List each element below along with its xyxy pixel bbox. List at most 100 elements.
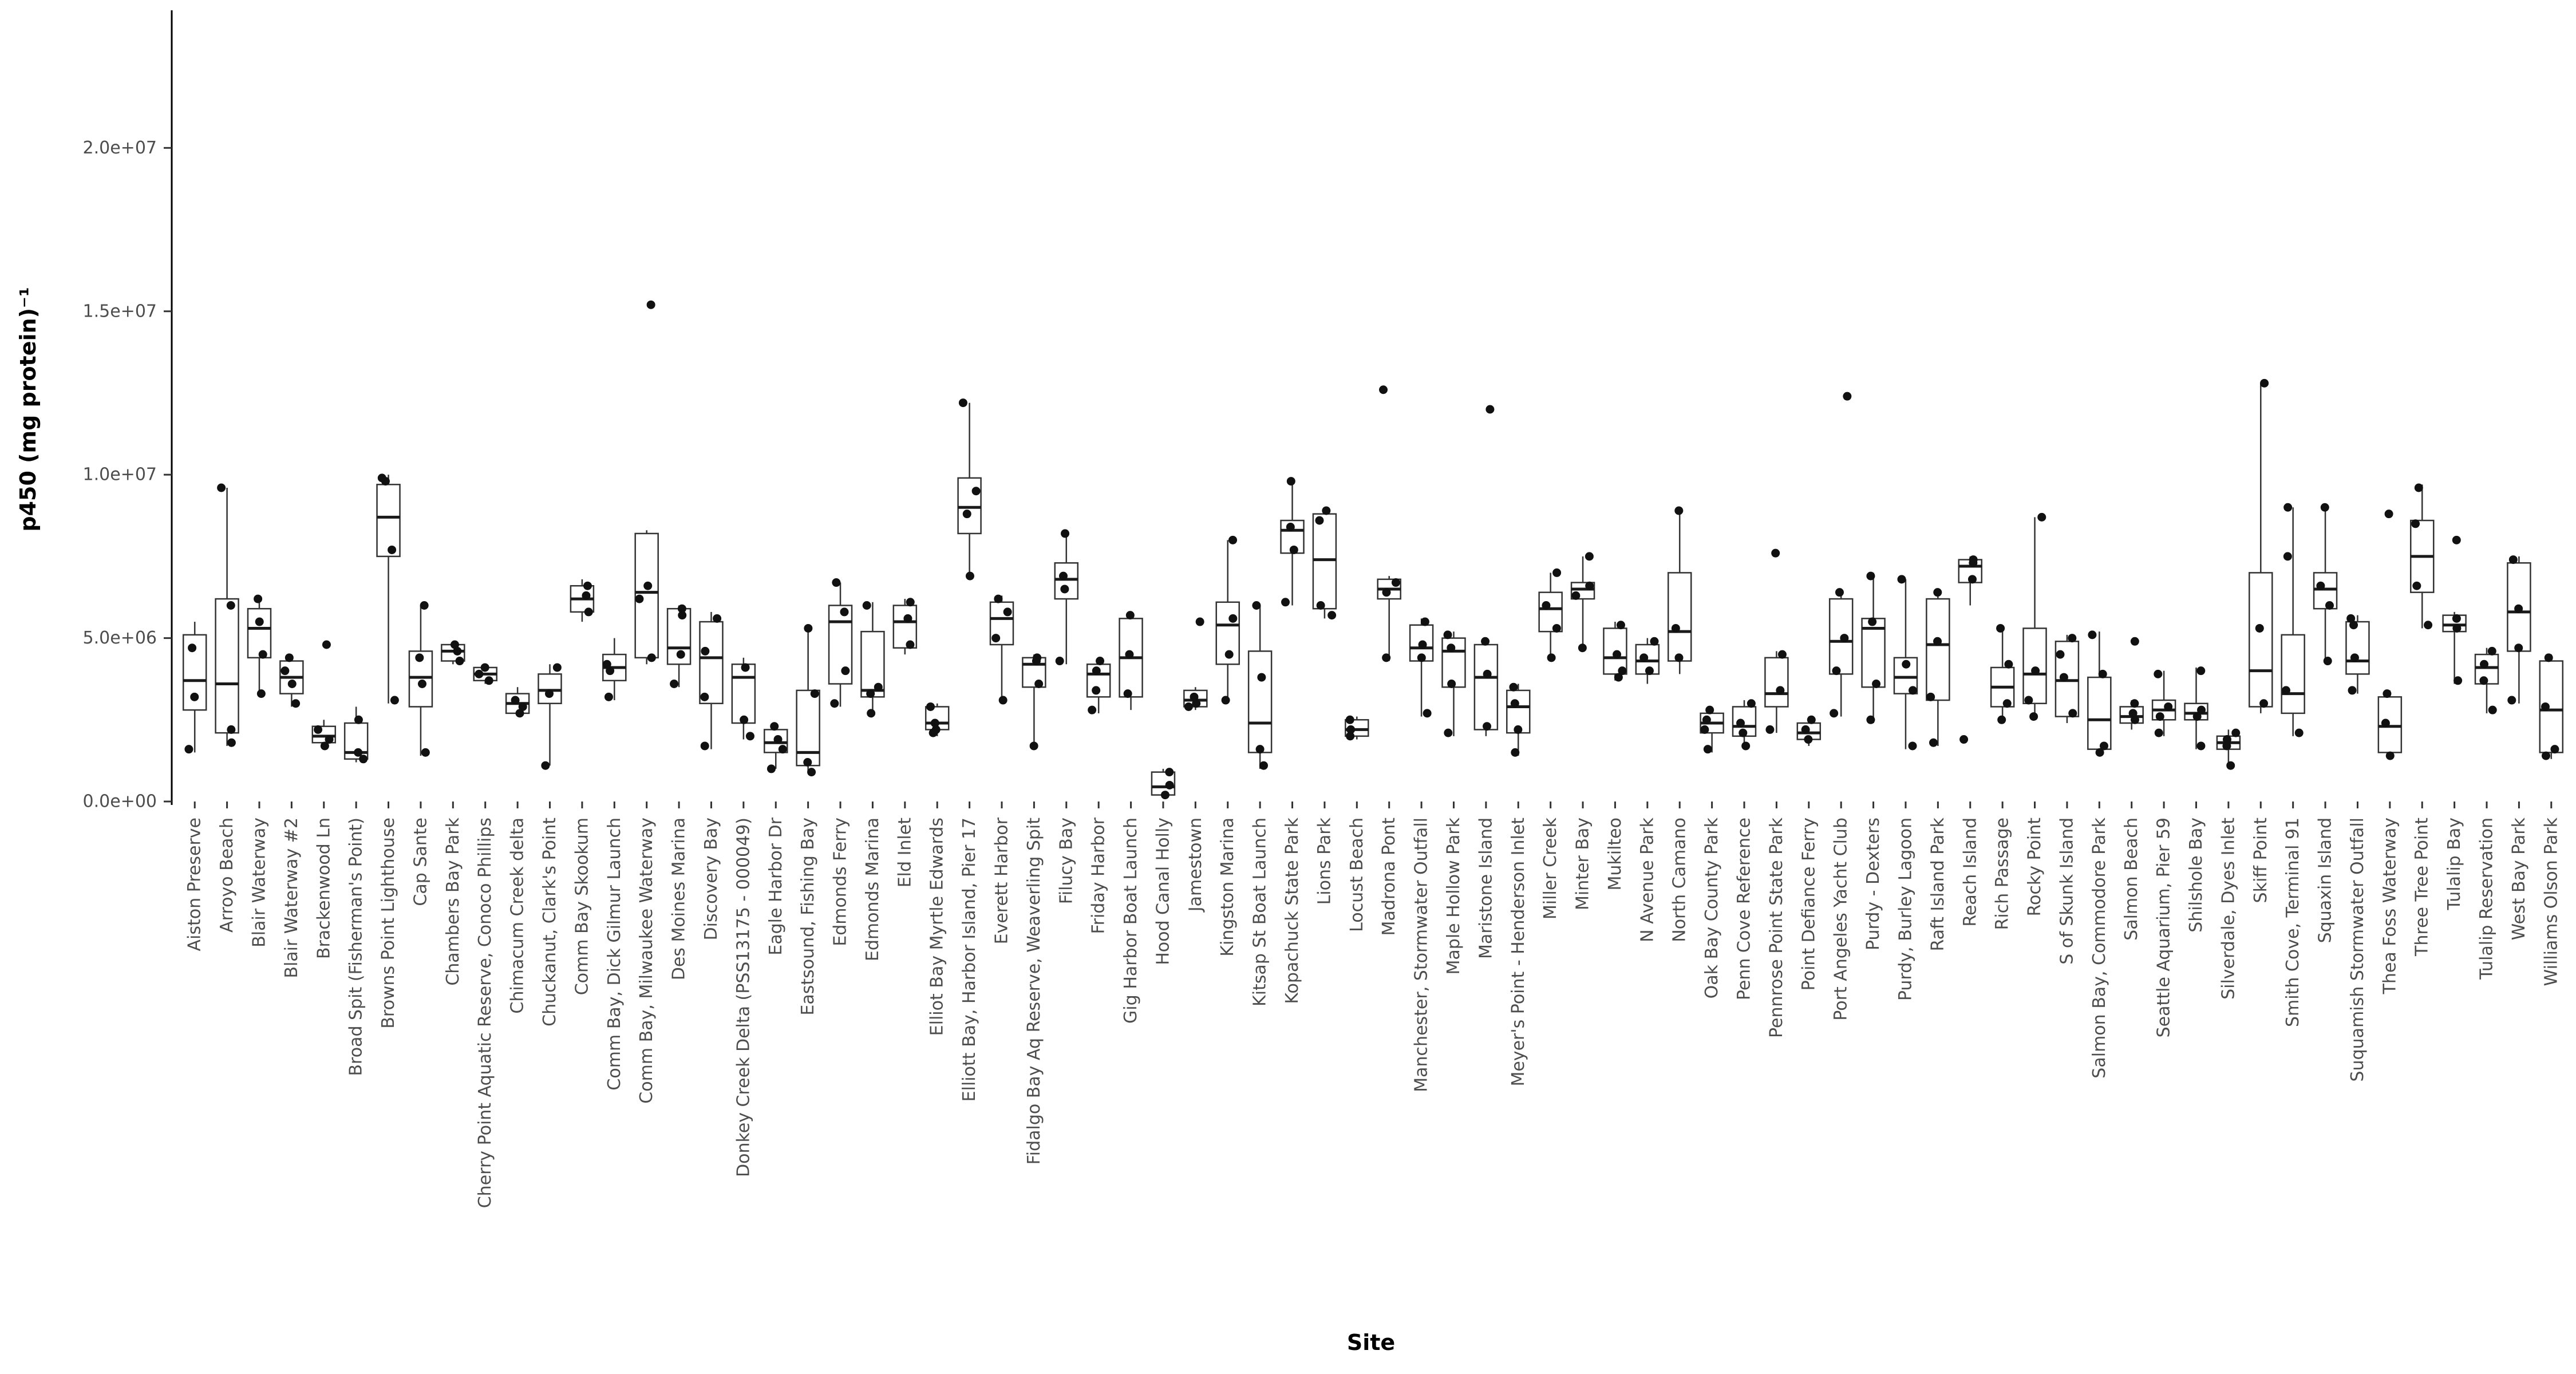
iqr-box — [634, 532, 659, 659]
data-point — [2346, 614, 2356, 623]
site-box-group: Chambers Bay Park — [441, 640, 465, 986]
data-point — [582, 591, 591, 600]
site-box-group: Point Defiance Ferry — [1796, 715, 1822, 990]
iqr-box — [2281, 634, 2305, 714]
data-point — [1483, 722, 1492, 731]
data-point — [1327, 611, 1337, 620]
site-box-group: West Bay Park — [2507, 555, 2531, 940]
site-box-group: Suquamish Stormwater Outfall — [2345, 614, 2370, 1081]
data-point — [415, 653, 424, 662]
x-tick-label: Oak Bay County Park — [1702, 817, 1722, 998]
data-point — [2350, 653, 2359, 662]
data-point — [1776, 686, 1785, 695]
data-point — [2068, 709, 2077, 718]
x-tick-label: North Camano — [1670, 818, 1690, 942]
data-point — [1165, 780, 1174, 789]
data-point — [2196, 666, 2206, 676]
data-point — [1033, 653, 1042, 662]
iqr-box — [2087, 676, 2112, 750]
site-box-group: Thea Foss Waterway — [2377, 510, 2403, 994]
data-point — [2260, 378, 2269, 388]
x-tick-label: Brackenwood Ln — [314, 818, 334, 959]
data-point — [2056, 650, 2065, 659]
x-tick-label: Madrona Pont — [1379, 818, 1399, 936]
x-tick-label: Friday Harbor — [1089, 817, 1109, 934]
x-tick-label: Kitsap St Boat Launch — [1250, 818, 1270, 1006]
data-point — [511, 696, 520, 705]
data-point — [584, 607, 593, 617]
data-point — [1843, 392, 1852, 401]
data-point — [678, 611, 687, 620]
data-point — [635, 594, 644, 603]
site-box-group: Locust Beach — [1345, 715, 1369, 932]
x-tick-label: Blair Waterway #2 — [282, 818, 302, 978]
site-box-group: Kopachuck State Park — [1280, 477, 1305, 1004]
site-box-group: Minter Bay — [1570, 552, 1595, 910]
site-box-group: Everett Harbor — [989, 594, 1014, 944]
iqr-box — [1667, 572, 1692, 662]
data-point — [1807, 715, 1816, 724]
data-point — [359, 755, 368, 764]
x-tick-label: Comm Bay, Dick Gilmur Launch — [605, 818, 625, 1091]
data-point — [2128, 709, 2138, 718]
x-tick-label: Salmon Beach — [2121, 818, 2142, 941]
data-point — [1345, 715, 1354, 724]
x-tick-label: Purdy, Burley Lagoon — [1895, 818, 1915, 1001]
data-point — [480, 663, 489, 672]
x-tick-label: Thea Foss Waterway — [2380, 818, 2400, 994]
site-box-group: Browns Point Lighthouse — [376, 473, 401, 1029]
data-point — [971, 487, 981, 496]
x-tick-label: Maristone Island — [1476, 818, 1496, 959]
data-point — [2130, 699, 2139, 708]
data-point — [2031, 666, 2040, 676]
data-point — [2508, 555, 2518, 564]
data-point — [2283, 503, 2293, 512]
data-point — [1933, 637, 1942, 646]
data-point — [1866, 571, 1875, 581]
data-point — [1703, 745, 1712, 754]
data-point — [2384, 510, 2393, 519]
data-point — [1747, 699, 1756, 708]
data-point — [647, 653, 656, 662]
data-point — [256, 689, 266, 698]
data-point — [701, 646, 710, 656]
data-point — [320, 741, 329, 751]
data-point — [2349, 621, 2358, 630]
x-tick-label: Salmon Bay, Commodore Park — [2089, 817, 2109, 1078]
x-tick-label: Donkey Creek Delta (PSS13175 - 000049) — [733, 818, 753, 1177]
data-point — [2452, 623, 2462, 633]
data-point — [314, 725, 323, 734]
data-point — [1585, 581, 1594, 590]
data-point — [1444, 728, 1453, 737]
data-point — [2452, 614, 2461, 623]
site-box-group: Chimacum Creek delta — [505, 687, 530, 1014]
iqr-box — [247, 607, 272, 659]
data-point — [1228, 535, 1238, 544]
x-tick-label: Tulalip Bay — [2444, 818, 2464, 910]
data-point — [2412, 581, 2421, 590]
y-tick-label: 0.0e+00 — [83, 792, 157, 812]
iqr-box — [1926, 598, 1950, 701]
site-box-group: Shilshole Bay — [2184, 666, 2208, 933]
data-point — [930, 718, 939, 728]
data-point — [354, 748, 363, 757]
data-point — [874, 682, 883, 692]
data-point — [552, 663, 562, 672]
data-point — [1902, 660, 1911, 669]
data-point — [2323, 657, 2332, 666]
x-tick-label: Elliot Bay Myrtle Edwards — [927, 818, 947, 1036]
x-tick-label: Point Defiance Ferry — [1799, 818, 1819, 990]
data-point — [1483, 669, 1492, 678]
site-box-group: Brackenwood Ln — [311, 640, 337, 959]
data-point — [1830, 709, 1839, 718]
site-box-group: Squaxin Island — [2313, 503, 2338, 943]
data-point — [1705, 705, 1714, 714]
site-box-group: Rocky Point — [2022, 512, 2047, 916]
data-point — [803, 758, 812, 767]
data-point — [1552, 568, 1562, 577]
x-tick-label: Cherry Point Aquatic Reserve, Conoco Phi… — [475, 818, 495, 1208]
site-box-group: Elliot Bay Myrtle Edwards — [924, 702, 950, 1036]
data-point — [2414, 483, 2423, 492]
data-point — [1959, 735, 1969, 744]
